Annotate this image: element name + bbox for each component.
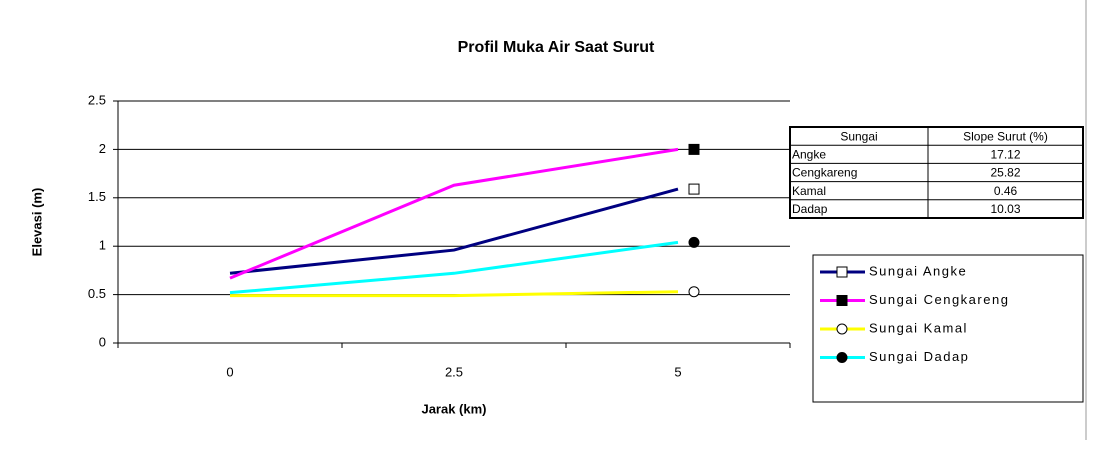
marker (688, 183, 700, 195)
marker (688, 286, 700, 298)
marker (688, 143, 700, 155)
table-cell: 0.46 (994, 184, 1018, 198)
legend-label: Sungai Cengkareng (869, 292, 1009, 307)
y-tick-label: 0 (99, 334, 106, 349)
table-cell: Dadap (792, 202, 828, 216)
table-cell: 10.03 (990, 202, 1020, 216)
table-cell: 25.82 (990, 166, 1020, 180)
chart-title: Profil Muka Air Saat Surut (458, 39, 655, 56)
series-line (230, 290, 679, 298)
y-tick-label: 1 (99, 238, 106, 253)
x-tick-label: 5 (674, 364, 681, 379)
marker (836, 352, 848, 363)
table-header: Sungai (840, 129, 877, 143)
x-axis-title: Jarak (km) (421, 401, 486, 416)
series-line (229, 187, 679, 275)
marker (836, 295, 848, 306)
x-tick-label: 2.5 (445, 364, 463, 379)
table-cell: Cengkareng (792, 166, 857, 180)
marker (836, 266, 848, 278)
y-tick-label: 2.5 (88, 92, 106, 107)
y-axis-title: Elevasi (m) (29, 188, 44, 257)
legend-label: Sungai Kamal (869, 320, 968, 335)
y-tick-label: 0.5 (88, 286, 106, 301)
table-border (789, 126, 1084, 219)
y-tick-label: 2 (99, 141, 106, 156)
x-tick-label: 0 (226, 364, 233, 379)
marker (688, 236, 700, 248)
table-cell: Angke (792, 147, 826, 161)
legend-label: Sungai Angke (869, 263, 967, 278)
table-header: Slope Surut (%) (963, 129, 1048, 143)
table-cell: Kamal (792, 184, 826, 198)
marker (836, 323, 848, 335)
legend-label: Sungai Dadap (869, 349, 969, 364)
y-tick-label: 1.5 (88, 189, 106, 204)
series-line (229, 240, 679, 295)
series-line (229, 147, 679, 280)
table-cell: 17.12 (990, 147, 1020, 161)
